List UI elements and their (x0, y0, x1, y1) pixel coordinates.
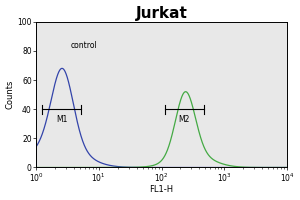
X-axis label: FL1-H: FL1-H (149, 185, 174, 194)
Text: control: control (70, 41, 97, 50)
Y-axis label: Counts: Counts (6, 80, 15, 109)
Text: M1: M1 (56, 115, 68, 124)
Text: M2: M2 (179, 115, 190, 124)
Title: Jurkat: Jurkat (136, 6, 188, 21)
